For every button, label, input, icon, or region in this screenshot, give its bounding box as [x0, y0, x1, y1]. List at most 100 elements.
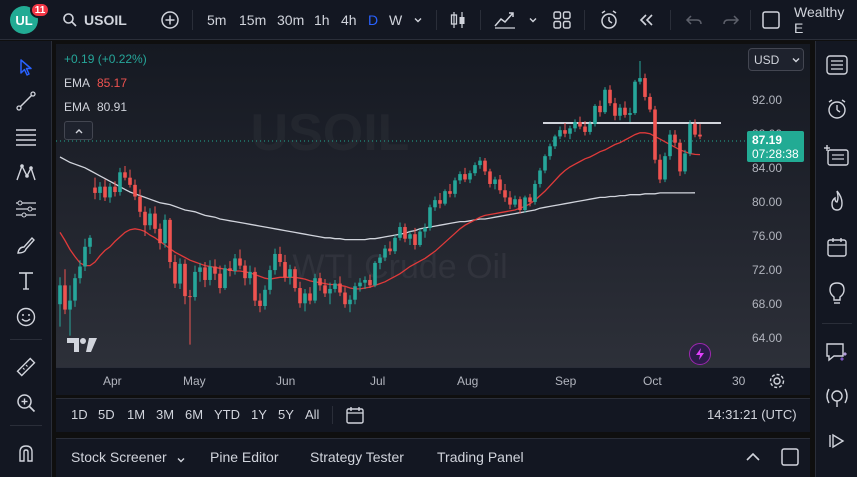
layout-name[interactable]: Wealthy E: [794, 4, 845, 36]
candle: [188, 289, 192, 345]
pattern-icon: [16, 164, 36, 181]
watchlist-button[interactable]: [821, 49, 853, 81]
layout-name-checkbox[interactable]: [761, 0, 781, 40]
alerts-button[interactable]: [821, 93, 853, 125]
candle-body: [163, 219, 167, 244]
chart-pane[interactable]: [56, 44, 810, 367]
indicators-dropdown[interactable]: [528, 0, 538, 40]
tradingview-logo[interactable]: UL 11: [10, 2, 50, 34]
timeframe-15m[interactable]: 15m: [239, 12, 267, 28]
ideas-button[interactable]: [821, 277, 853, 309]
timeframe-4h[interactable]: 4h: [341, 12, 357, 28]
replay-button[interactable]: [637, 0, 657, 40]
symbol-search[interactable]: USOIL: [62, 0, 127, 40]
text-tool[interactable]: [12, 267, 40, 295]
range-1y[interactable]: 1Y: [251, 407, 267, 422]
collapse-legend-button[interactable]: [64, 121, 93, 140]
candle-body: [253, 271, 257, 301]
layout-button[interactable]: [552, 0, 572, 40]
range-6m[interactable]: 6M: [185, 407, 204, 422]
timeframe-dropdown[interactable]: [413, 0, 423, 40]
chat-button[interactable]: [821, 337, 853, 369]
range-5y[interactable]: 5Y: [278, 407, 294, 422]
calendar-button[interactable]: [821, 231, 853, 263]
chart-settings-button[interactable]: [768, 372, 786, 395]
chevron-down-icon: [529, 18, 537, 23]
candle: [93, 177, 97, 200]
ema-fast-label[interactable]: EMA: [64, 76, 91, 90]
timeframe-30m[interactable]: 30m: [277, 12, 305, 28]
candle-body: [613, 103, 617, 116]
candle-body: [393, 237, 397, 252]
candle: [403, 223, 407, 243]
range-1m[interactable]: 1M: [127, 407, 146, 422]
indicators-button[interactable]: [493, 0, 517, 40]
alert-button[interactable]: [598, 0, 620, 40]
collapse-panel-button[interactable]: [744, 449, 762, 470]
go-to-date-button[interactable]: [345, 405, 365, 430]
candle: [608, 85, 612, 106]
currency-selector[interactable]: USD: [748, 48, 804, 71]
utc-clock[interactable]: 14:31:21 (UTC): [707, 407, 797, 422]
fib-tool[interactable]: [12, 123, 40, 151]
candle: [338, 276, 342, 297]
candle: [213, 259, 217, 280]
maximize-panel-button[interactable]: [780, 447, 800, 472]
candle: [533, 180, 537, 205]
candle-body: [633, 81, 637, 114]
range-5d[interactable]: 5D: [98, 407, 115, 422]
candle-body: [208, 266, 212, 280]
icon-tool[interactable]: [12, 303, 40, 331]
ema-slow-line[interactable]: [59, 156, 696, 241]
ema-fast-line[interactable]: [59, 132, 701, 290]
timeframe-1h[interactable]: 1h: [314, 12, 330, 28]
timeframe-5m[interactable]: 5m: [207, 12, 227, 28]
magnet-tool[interactable]: [12, 439, 40, 467]
candle-body: [468, 173, 472, 180]
brush-tool[interactable]: [12, 231, 40, 259]
toolbar-divider: [10, 425, 42, 426]
prediction-tool[interactable]: [12, 195, 40, 223]
last-price-value: 87.19: [752, 133, 783, 147]
hotlists-button[interactable]: [821, 185, 853, 217]
candle-body: [608, 89, 612, 104]
range-3m[interactable]: 3M: [156, 407, 175, 422]
range-1d[interactable]: 1D: [71, 407, 88, 422]
stream-button[interactable]: [821, 381, 853, 413]
cursor-tool[interactable]: [12, 53, 40, 81]
play-icon: [829, 433, 845, 449]
compare-symbol-button[interactable]: [160, 0, 180, 40]
ema-slow-label[interactable]: EMA: [64, 100, 91, 114]
data-window-button[interactable]: [821, 139, 853, 171]
timeframe-d[interactable]: D: [368, 12, 379, 28]
redo-button[interactable]: [722, 0, 740, 40]
timeframe-w[interactable]: W: [389, 12, 403, 28]
candle: [323, 279, 327, 298]
pattern-tool[interactable]: [12, 159, 40, 187]
stock-screener-dropdown[interactable]: [176, 452, 186, 470]
right-sidebar: [815, 41, 857, 477]
undo-button[interactable]: [685, 0, 703, 40]
candle: [293, 266, 297, 292]
fib-retracement-icon: [16, 129, 36, 146]
candle: [108, 183, 112, 203]
chart-type-button[interactable]: [449, 0, 467, 40]
tab-strategy-tester[interactable]: Strategy Tester: [310, 449, 404, 465]
candle: [283, 254, 287, 282]
range-all[interactable]: All: [305, 407, 320, 422]
replay-play-button[interactable]: [821, 425, 853, 457]
candles-icon: [450, 12, 465, 28]
zoom-tool[interactable]: [12, 389, 40, 417]
candle-body: [183, 263, 187, 297]
candle-body: [653, 109, 657, 160]
tab-pine-editor[interactable]: Pine Editor: [210, 449, 279, 465]
candle: [693, 119, 697, 138]
flash-button[interactable]: [689, 343, 711, 365]
trend-line-tool[interactable]: [12, 87, 40, 115]
candle-body: [213, 266, 217, 274]
measure-tool[interactable]: [12, 353, 40, 381]
time-axis[interactable]: [56, 367, 810, 395]
tab-trading-panel[interactable]: Trading Panel: [437, 449, 524, 465]
range-ytd[interactable]: YTD: [214, 407, 240, 422]
tab-stock-screener[interactable]: Stock Screener: [71, 449, 167, 465]
